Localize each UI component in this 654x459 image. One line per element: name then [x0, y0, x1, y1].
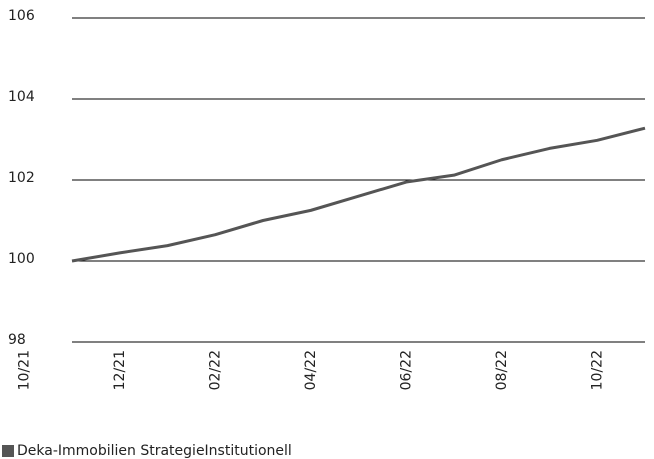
y-tick-label: 104 [8, 89, 35, 105]
y-tick-label: 100 [8, 251, 35, 267]
x-tick-label: 10/22 [589, 350, 605, 390]
y-tick-label: 106 [8, 8, 35, 24]
x-tick-label: 12/21 [112, 350, 128, 390]
x-tick-label: 04/22 [303, 350, 319, 390]
y-tick-label: 98 [8, 332, 26, 348]
y-tick-label: 102 [8, 170, 35, 186]
legend-swatch [2, 445, 14, 457]
legend-label: Deka-Immobilien StrategieInstitutionell [17, 443, 292, 459]
x-tick-label: 02/22 [207, 350, 223, 390]
x-tick-label: 10/21 [16, 350, 32, 390]
x-tick-label: 06/22 [398, 350, 414, 390]
x-tick-label: 08/22 [494, 350, 510, 390]
line-series [71, 126, 646, 263]
